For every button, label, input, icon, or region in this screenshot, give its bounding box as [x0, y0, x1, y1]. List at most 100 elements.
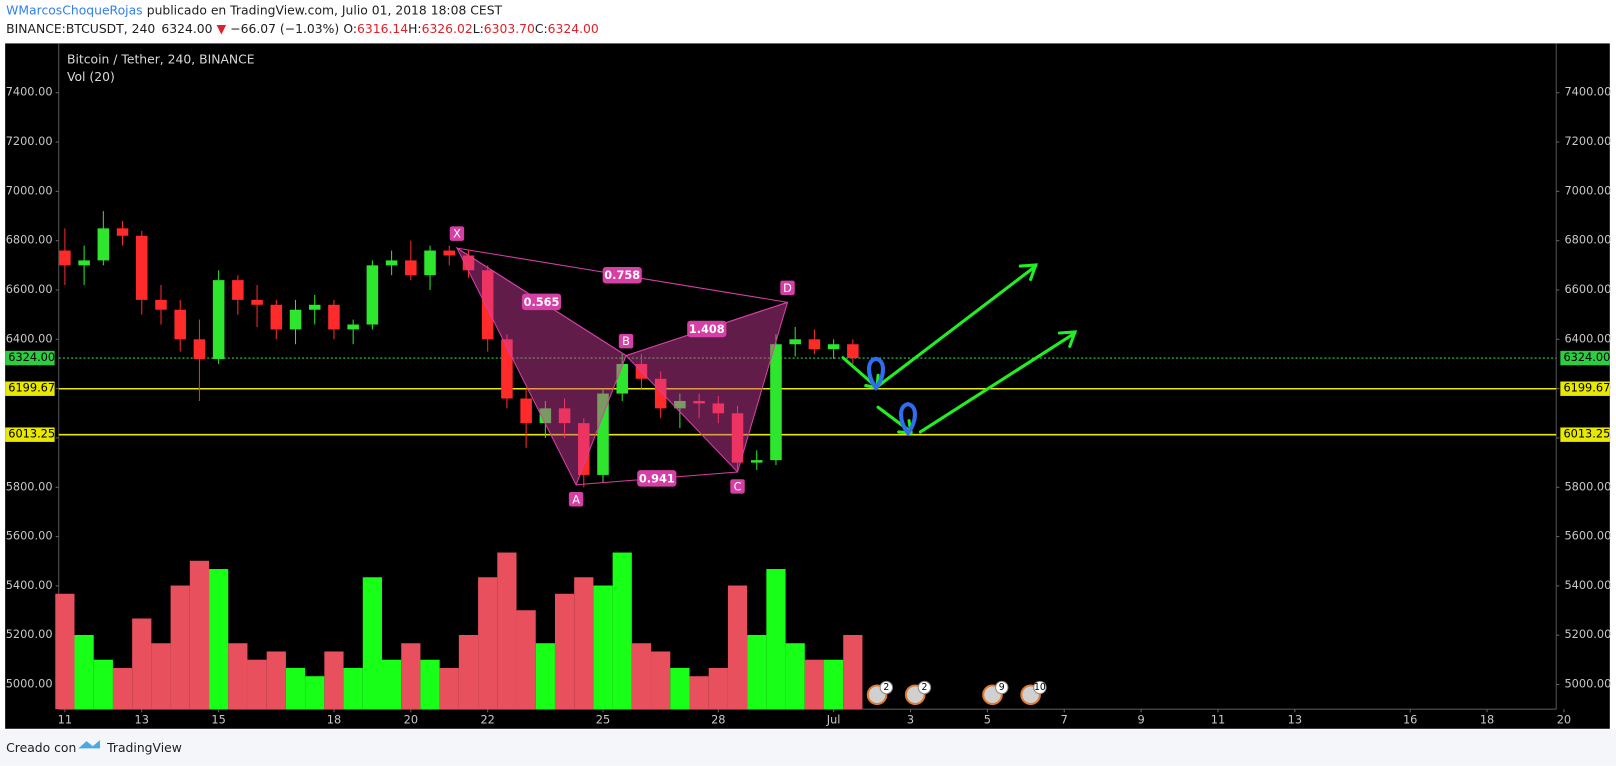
brand-logo	[78, 740, 100, 749]
volume-bar	[651, 651, 671, 710]
volume-bar	[747, 634, 767, 710]
point-box	[568, 492, 584, 507]
candle-body	[116, 228, 129, 236]
level-label-box	[5, 350, 55, 366]
level-label-box-right	[1560, 427, 1610, 442]
y-tick-label: 6400.00	[6, 331, 53, 345]
x-tick-label: 7	[1061, 713, 1068, 727]
volume-bar	[478, 577, 498, 710]
x-tick-label: 13	[135, 713, 149, 727]
candle-body	[789, 339, 801, 345]
candle-body	[232, 280, 244, 300]
x-tick-label: 3	[907, 713, 914, 727]
footer-brand[interactable]: TradingView	[106, 741, 182, 755]
x-tick-label: 28	[711, 713, 725, 727]
change: −66.07 (−1.03%)	[230, 21, 339, 35]
level-label-box-right	[1560, 350, 1610, 366]
volume-bar	[112, 667, 133, 710]
chart-panel	[5, 43, 1610, 729]
x-tick-label: 9	[1138, 713, 1145, 727]
candle-body	[59, 250, 71, 266]
level-label-box	[5, 427, 55, 442]
published: publicado en TradingView.com, Julio 01, …	[147, 3, 503, 17]
candle-body	[424, 250, 436, 276]
candle-body	[847, 344, 859, 359]
l: 6303.70	[484, 21, 535, 35]
author[interactable]: WMarcosChoqueRojas	[6, 3, 142, 17]
volume-bar	[458, 634, 479, 710]
volume-bar	[670, 667, 690, 710]
y-tick-label-right: 6600.00	[1564, 282, 1611, 296]
x-tick-label: 18	[1480, 713, 1494, 727]
y-tick-label-right: 6400.00	[1564, 331, 1611, 345]
level-label-right: 6199.67	[1563, 381, 1610, 395]
level-label: 6013.25	[8, 427, 55, 441]
volume-bar	[804, 659, 825, 710]
volume-bar	[74, 634, 94, 710]
candle-body	[328, 304, 340, 330]
footer-text: Creado con	[6, 741, 76, 755]
candle-body	[289, 309, 302, 330]
x-tick-label: 20	[404, 713, 418, 727]
candle-body	[136, 235, 148, 300]
candle-body	[539, 408, 552, 424]
y-tick-label: 7200.00	[6, 134, 53, 148]
volume-bar	[824, 659, 844, 710]
level-label-box	[5, 381, 55, 396]
candle-body	[251, 299, 263, 305]
x-tick-label: 15	[211, 713, 225, 727]
candle-body	[558, 408, 571, 424]
candle-body	[712, 403, 725, 414]
x-tick-label: 20	[1557, 713, 1571, 727]
event-count: 10	[1034, 682, 1046, 693]
candle-body	[385, 260, 398, 266]
y-tick-label: 6600.00	[6, 282, 53, 296]
arrow-up-1	[874, 263, 1039, 390]
volume-bar	[612, 552, 632, 710]
c: 6324.00	[548, 21, 599, 35]
y-tick-label: 5200.00	[6, 627, 53, 641]
volume-bar	[785, 643, 805, 710]
y-tick-label-right: 5800.00	[1564, 479, 1611, 493]
symbol: BINANCE:BTCUSDT, 240	[6, 21, 155, 35]
candle-body	[308, 304, 321, 310]
volume-bar	[324, 651, 344, 710]
volume-bar	[209, 569, 229, 710]
point-label: D	[783, 281, 792, 295]
ratio-label: 0.941	[639, 471, 675, 485]
y-tick-label: 5600.00	[6, 529, 53, 543]
volume-bar	[708, 667, 728, 710]
y-tick-label: 7000.00	[6, 183, 53, 197]
level-label-right: 6324.00	[1563, 350, 1610, 364]
candle-body	[731, 413, 744, 463]
y-tick-label: 5000.00	[6, 677, 53, 691]
x-tick-label: Jul	[826, 713, 841, 727]
event-badge	[917, 680, 932, 695]
candle-body	[520, 398, 532, 424]
footer-bar	[0, 729, 1616, 766]
candle-body	[501, 339, 513, 399]
candle-body	[597, 393, 609, 475]
candle-body	[212, 280, 225, 360]
candle-body	[654, 378, 667, 409]
volume-bar	[362, 577, 382, 710]
h: 6326.02	[422, 21, 473, 35]
x-tick-label: 13	[1288, 713, 1302, 727]
o: 6316.14	[357, 21, 408, 35]
point-box	[780, 280, 795, 296]
x-tick-label: 11	[1211, 713, 1225, 727]
candle-body	[443, 250, 456, 256]
x-tick-label: 11	[58, 713, 72, 727]
volume-bar	[766, 569, 786, 710]
candle-body	[366, 265, 379, 325]
candle-body	[174, 309, 186, 340]
event-count: 9	[999, 682, 1005, 693]
candle-body	[155, 299, 167, 310]
volume-bar	[727, 585, 748, 710]
header-line-1: WMarcosChoqueRojas publicado en TradingVi…	[6, 3, 502, 17]
volume-bar	[285, 667, 306, 710]
candle-body	[578, 423, 590, 475]
y-tick-label-right: 5200.00	[1564, 627, 1611, 641]
volume-bar	[305, 676, 325, 710]
